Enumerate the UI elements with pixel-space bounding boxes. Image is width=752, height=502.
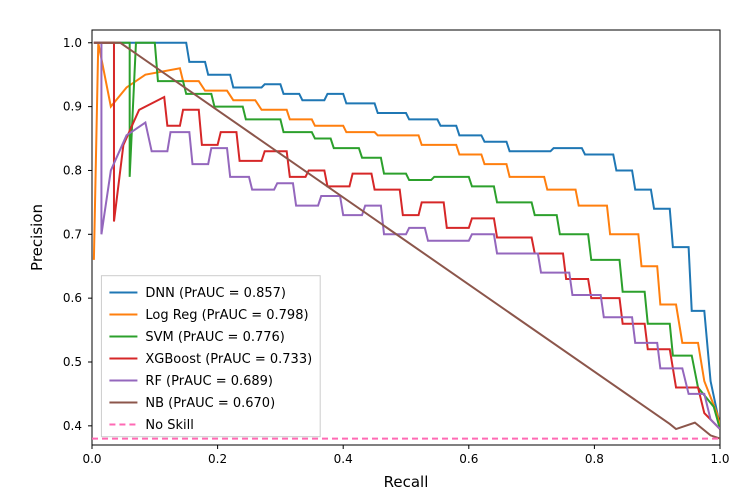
legend-label: NB (PrAUC = 0.670) bbox=[145, 396, 275, 411]
y-tick-label: 0.8 bbox=[63, 163, 82, 177]
legend-label: No Skill bbox=[145, 418, 193, 433]
y-tick-label: 0.4 bbox=[63, 419, 82, 433]
legend-label: DNN (PrAUC = 0.857) bbox=[145, 286, 286, 301]
y-tick-label: 1.0 bbox=[63, 36, 82, 50]
legend: DNN (PrAUC = 0.857) Log Reg (PrAUC = 0.79… bbox=[101, 276, 320, 437]
x-tick-label: 0.4 bbox=[334, 452, 353, 466]
x-tick-label: 0.6 bbox=[459, 452, 478, 466]
x-axis-label: Recall bbox=[384, 473, 429, 491]
y-tick-label: 0.7 bbox=[63, 227, 82, 241]
x-tick-label: 0.0 bbox=[82, 452, 101, 466]
pr-curve-chart: 0.0 0.2 0.4 0.6 0.8 1.0 0.4 0.5 0.6 0.7 0.8 0.9 1.0 R… bbox=[0, 0, 752, 502]
x-tick-label: 1.0 bbox=[710, 452, 729, 466]
legend-label: Log Reg (PrAUC = 0.798) bbox=[145, 308, 308, 323]
y-tick-label: 0.6 bbox=[63, 291, 82, 305]
y-tick-label: 0.9 bbox=[63, 100, 82, 114]
legend-label: XGBoost (PrAUC = 0.733) bbox=[145, 352, 312, 367]
legend-label: SVM (PrAUC = 0.776) bbox=[145, 330, 284, 345]
legend-label: RF (PrAUC = 0.689) bbox=[145, 374, 273, 389]
y-tick-label: 0.5 bbox=[63, 355, 82, 369]
y-axis-label: Precision bbox=[28, 204, 46, 271]
x-tick-label: 0.2 bbox=[208, 452, 227, 466]
x-tick-label: 0.8 bbox=[585, 452, 604, 466]
